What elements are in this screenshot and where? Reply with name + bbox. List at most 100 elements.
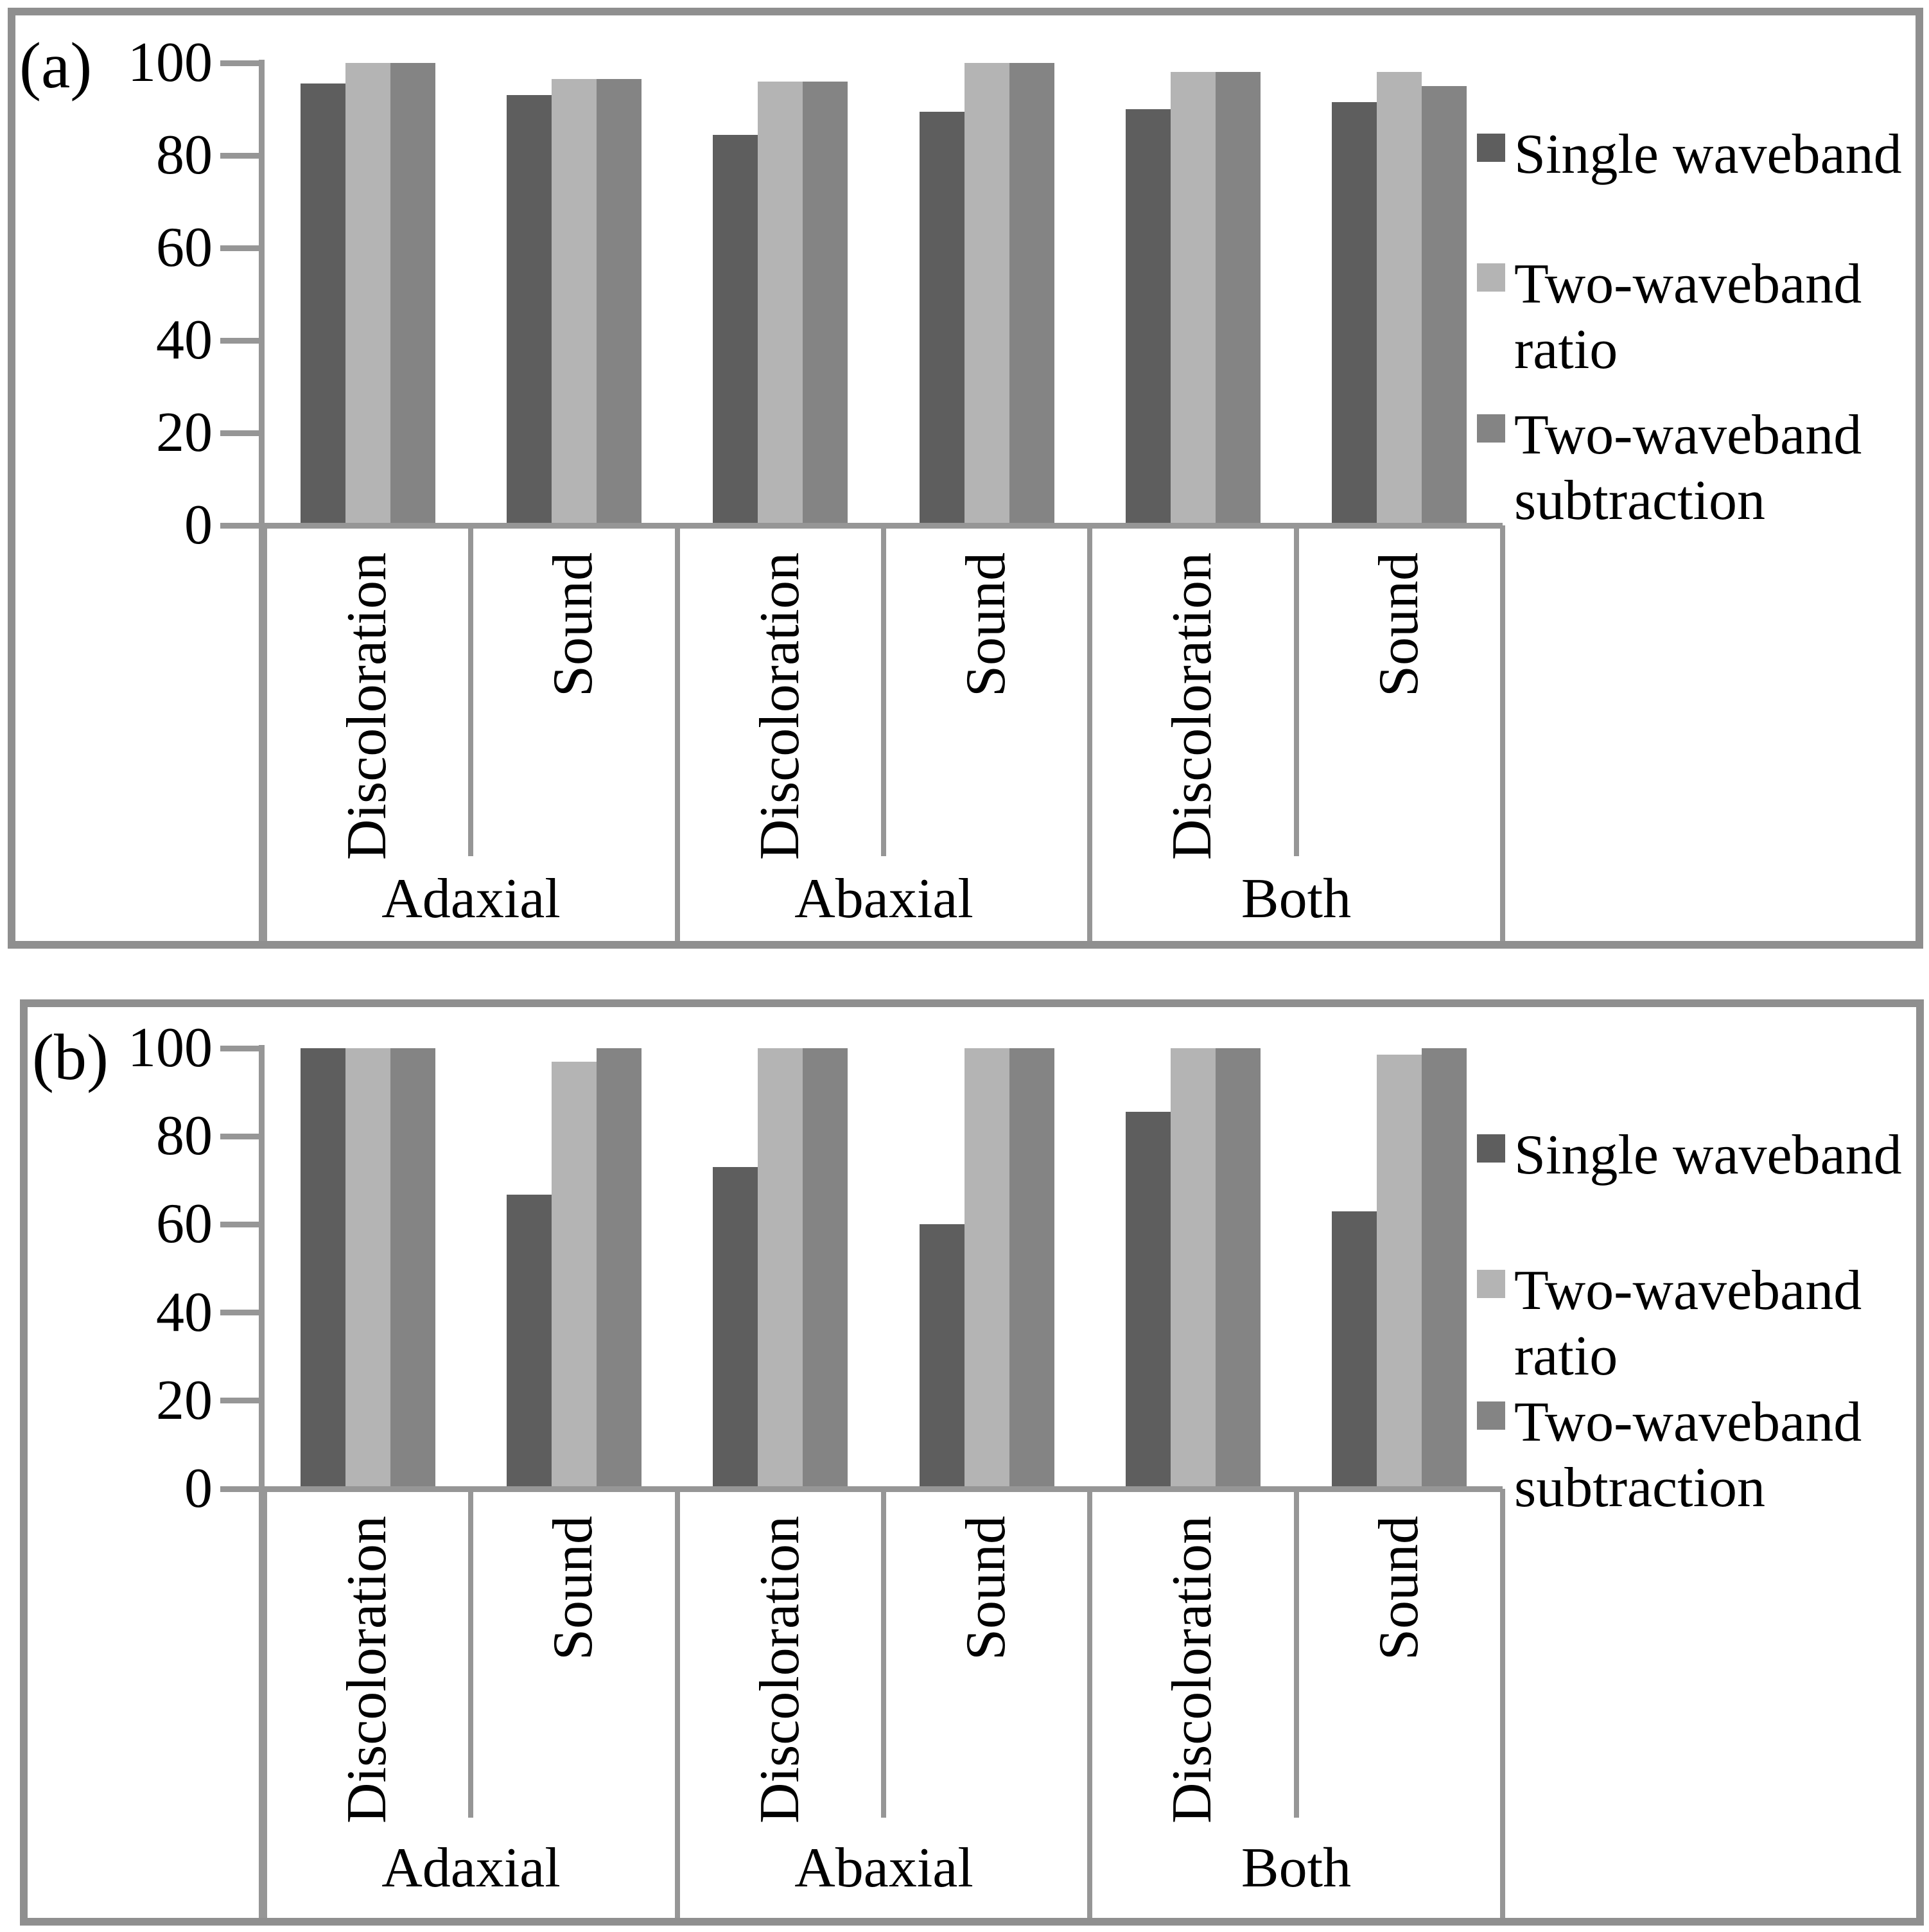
- y-axis-tick: [220, 430, 259, 436]
- bar-single-waveband: [507, 1195, 552, 1489]
- group-label-cell: Both: [1241, 1836, 1352, 1899]
- bar-two-waveband-ratio: [1171, 1048, 1216, 1489]
- bar-single-waveband: [920, 112, 964, 525]
- y-axis-tick-label: 20: [156, 401, 213, 464]
- category-cell: Sound: [471, 525, 677, 856]
- y-axis-tick: [220, 1046, 259, 1051]
- bar-single-waveband: [1126, 1112, 1171, 1489]
- group-label-cell: Both: [1241, 867, 1352, 930]
- bar-single-waveband: [713, 135, 758, 525]
- bar-two-waveband-ratio: [345, 63, 390, 525]
- group-label-cell: Abaxial: [794, 1836, 973, 1899]
- group-separator-line: [1500, 1489, 1505, 1918]
- bar-two-waveband-ratio: [758, 1048, 803, 1489]
- bar-two-waveband-subtraction: [390, 1048, 435, 1489]
- y-axis-tick: [220, 338, 259, 344]
- y-axis-tick: [220, 1398, 259, 1403]
- category-label: Discoloration: [1161, 552, 1224, 861]
- group-separator-line: [675, 1489, 680, 1918]
- y-axis-tick: [220, 1222, 259, 1227]
- category-separator-line: [468, 1489, 473, 1818]
- category-separator-line: [881, 525, 886, 856]
- category-label: Sound: [1368, 552, 1431, 697]
- category-cell: Sound: [1296, 1489, 1503, 1818]
- bar-single-waveband: [507, 95, 552, 525]
- legend-swatch: [1477, 1270, 1505, 1298]
- category-separator-line: [1294, 525, 1299, 856]
- category-label: Discoloration: [749, 552, 812, 861]
- group-separator-line: [262, 525, 267, 941]
- group-separator-line: [1500, 525, 1505, 941]
- bar-two-waveband-subtraction: [803, 82, 848, 525]
- y-axis-tick: [220, 245, 259, 251]
- bar-two-waveband-subtraction: [1422, 86, 1467, 525]
- y-axis-tick-label: 40: [156, 309, 213, 371]
- bar-two-waveband-ratio: [1377, 72, 1422, 525]
- category-cell: Discoloration: [1090, 1489, 1296, 1823]
- bar-single-waveband: [1126, 109, 1171, 525]
- y-axis-tick-label: 60: [156, 1193, 213, 1255]
- y-axis-tick-label: 60: [156, 216, 213, 279]
- bar-two-waveband-ratio: [964, 1048, 1009, 1489]
- legend-swatch: [1477, 1134, 1505, 1163]
- y-axis-tick-label: 80: [156, 124, 213, 186]
- y-axis-line: [259, 60, 265, 941]
- y-axis-tick: [220, 1310, 259, 1315]
- legend-swatch: [1477, 263, 1505, 292]
- category-cell: Sound: [471, 1489, 677, 1818]
- legend-swatch: [1477, 414, 1505, 443]
- bar-two-waveband-subtraction: [1009, 63, 1054, 525]
- legend-label: Single waveband: [1514, 123, 1902, 186]
- y-axis-line: [259, 1045, 265, 1918]
- category-cell: Discoloration: [265, 525, 471, 860]
- legend-label: Two-waveband subtraction: [1514, 404, 1862, 532]
- legend-label: Two-waveband ratio: [1514, 1260, 1862, 1388]
- bar-two-waveband-subtraction: [1009, 1048, 1054, 1489]
- category-cell: Discoloration: [677, 1489, 884, 1823]
- category-cell: Discoloration: [1090, 525, 1296, 860]
- bar-single-waveband: [713, 1167, 758, 1489]
- bar-single-waveband: [920, 1224, 964, 1489]
- bar-single-waveband: [1332, 1211, 1377, 1489]
- bar-two-waveband-subtraction: [1216, 1048, 1261, 1489]
- y-axis-tick-label: 40: [156, 1281, 213, 1344]
- category-separator-line: [1294, 1489, 1299, 1818]
- bar-two-waveband-ratio: [345, 1048, 390, 1489]
- y-axis-tick-label: 0: [184, 494, 213, 556]
- category-cell: Discoloration: [265, 1489, 471, 1823]
- group-label-cell: Adaxial: [381, 867, 561, 930]
- panel-label-b: (b): [32, 1021, 109, 1094]
- category-cell: Sound: [1296, 525, 1503, 856]
- y-axis-tick-label: 0: [184, 1457, 213, 1520]
- x-axis-baseline: [259, 523, 1503, 529]
- legend-swatch: [1477, 134, 1505, 162]
- group-separator-line: [262, 1489, 267, 1918]
- y-axis-tick-label: 100: [128, 1017, 213, 1079]
- bar-two-waveband-subtraction: [1216, 72, 1261, 525]
- bar-two-waveband-subtraction: [803, 1048, 848, 1489]
- legend-swatch: [1477, 1401, 1505, 1430]
- bar-two-waveband-subtraction: [597, 1048, 642, 1489]
- bar-two-waveband-ratio: [1171, 72, 1216, 525]
- y-axis-tick-label: 20: [156, 1369, 213, 1432]
- bar-two-waveband-subtraction: [1422, 1048, 1467, 1489]
- bar-two-waveband-ratio: [552, 1062, 597, 1489]
- category-cell: Discoloration: [677, 525, 884, 860]
- panel-label-a: (a): [19, 30, 92, 102]
- y-axis-tick: [220, 1486, 259, 1492]
- y-axis-tick: [220, 1134, 259, 1139]
- bar-single-waveband: [1332, 102, 1377, 525]
- panel-a: [8, 8, 1923, 949]
- panel-b: [20, 999, 1924, 1926]
- category-cell: Sound: [884, 525, 1090, 856]
- category-label: Discoloration: [336, 552, 399, 861]
- legend-label: Single waveband: [1514, 1124, 1902, 1186]
- bar-two-waveband-subtraction: [597, 79, 642, 525]
- bar-two-waveband-ratio: [964, 63, 1009, 525]
- category-label: Sound: [542, 552, 605, 697]
- legend-label: Two-waveband subtraction: [1514, 1391, 1862, 1520]
- group-separator-line: [675, 525, 680, 941]
- y-axis-tick: [220, 60, 259, 66]
- x-axis-baseline: [259, 1486, 1503, 1492]
- bar-two-waveband-ratio: [552, 79, 597, 525]
